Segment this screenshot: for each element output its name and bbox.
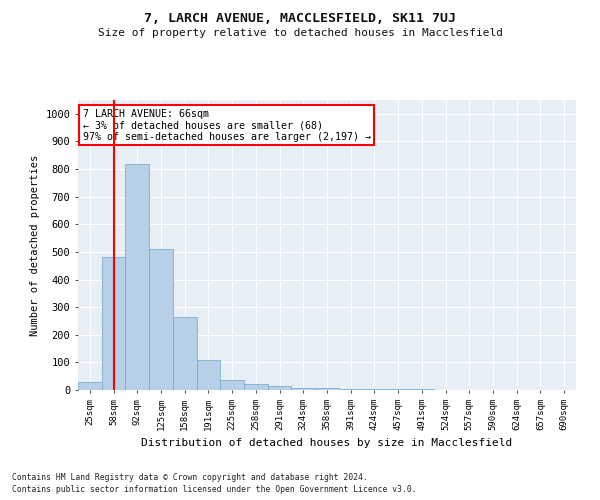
- Text: Size of property relative to detached houses in Macclesfield: Size of property relative to detached ho…: [97, 28, 503, 38]
- Text: 7, LARCH AVENUE, MACCLESFIELD, SK11 7UJ: 7, LARCH AVENUE, MACCLESFIELD, SK11 7UJ: [144, 12, 456, 26]
- Bar: [315, 388, 339, 390]
- Bar: [220, 380, 244, 390]
- Bar: [173, 317, 197, 390]
- Bar: [102, 258, 125, 390]
- Text: Contains public sector information licensed under the Open Government Licence v3: Contains public sector information licen…: [12, 485, 416, 494]
- Bar: [149, 249, 173, 390]
- Bar: [78, 382, 102, 390]
- Bar: [197, 360, 220, 390]
- Bar: [244, 384, 268, 390]
- Bar: [125, 164, 149, 390]
- Bar: [292, 388, 315, 390]
- Y-axis label: Number of detached properties: Number of detached properties: [30, 154, 40, 336]
- X-axis label: Distribution of detached houses by size in Macclesfield: Distribution of detached houses by size …: [142, 438, 512, 448]
- Bar: [339, 389, 362, 390]
- Bar: [362, 389, 386, 390]
- Text: Contains HM Land Registry data © Crown copyright and database right 2024.: Contains HM Land Registry data © Crown c…: [12, 472, 368, 482]
- Text: 7 LARCH AVENUE: 66sqm
← 3% of detached houses are smaller (68)
97% of semi-detac: 7 LARCH AVENUE: 66sqm ← 3% of detached h…: [83, 108, 371, 142]
- Bar: [268, 386, 292, 390]
